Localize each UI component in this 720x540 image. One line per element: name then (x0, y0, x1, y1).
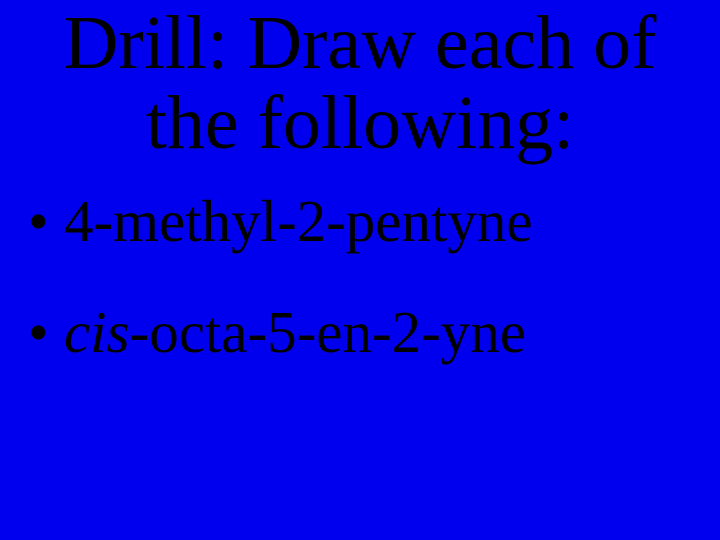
slide: Drill: Draw each of the following: 4-met… (0, 0, 720, 540)
list-item: cis-octa-5-en-2-yne (28, 303, 710, 362)
slide-title: Drill: Draw each of the following: (10, 4, 710, 164)
bullet-text: -octa-5-en-2-yne (130, 299, 526, 365)
bullet-prefix-italic: cis (64, 299, 130, 365)
bullet-list: 4-methyl-2-pentyne cis-octa-5-en-2-yne (10, 192, 710, 362)
list-item: 4-methyl-2-pentyne (28, 192, 710, 251)
bullet-text: 4-methyl-2-pentyne (64, 188, 533, 254)
